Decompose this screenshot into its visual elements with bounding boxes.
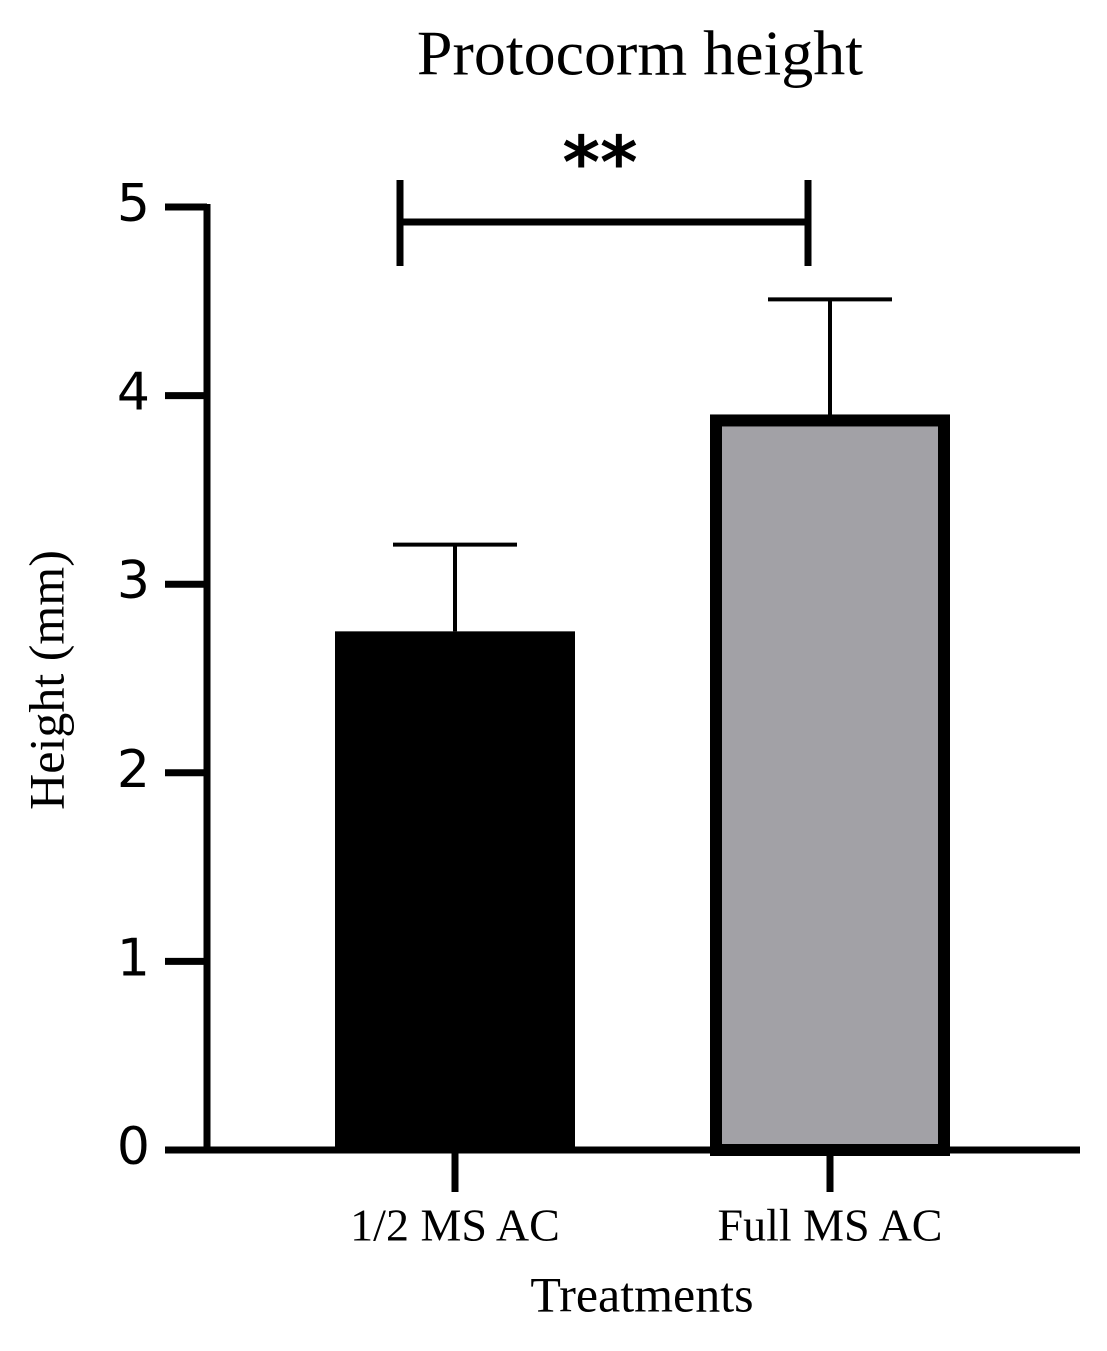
- bar: [710, 414, 950, 1156]
- chart-title: Protocorm height: [417, 18, 863, 89]
- y-tick-label: 1: [117, 928, 150, 988]
- y-axis-label: Height (mm): [18, 550, 74, 810]
- y-tick-label: 0: [117, 1117, 150, 1177]
- x-tick-label: Full MS AC: [718, 1200, 943, 1251]
- x-axis-label: Treatments: [530, 1266, 753, 1322]
- bar: [335, 631, 575, 1150]
- y-tick-label: 4: [117, 363, 150, 423]
- x-tick-label: 1/2 MS AC: [350, 1200, 560, 1251]
- y-tick-label: 2: [117, 740, 150, 800]
- y-tick-label: 3: [117, 551, 150, 611]
- y-tick-label: 5: [117, 174, 150, 234]
- significance-bracket: [396, 180, 812, 266]
- significance-label: **: [562, 121, 637, 205]
